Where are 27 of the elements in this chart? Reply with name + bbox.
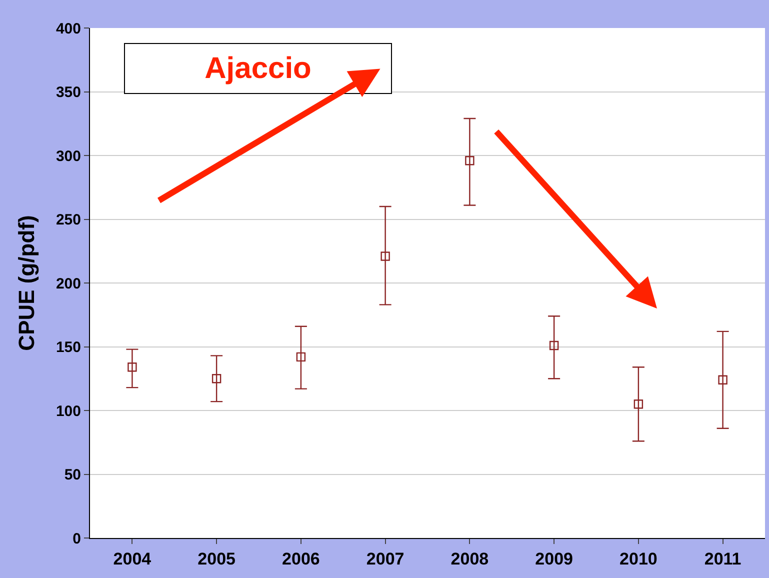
x-tick-label: 2008 [450,549,489,568]
x-tick-label: 2009 [535,549,573,568]
y-tick-label: 200 [56,275,81,292]
point [549,340,559,350]
y-tick-label: 400 [56,20,81,38]
x-tick-label: 2010 [620,549,658,568]
point [634,400,644,409]
x-tick-label: 2007 [366,549,404,568]
y-tick-label: 250 [56,212,81,228]
annotation: Ajaccio [204,52,312,85]
y-tick-label: 100 [56,402,81,420]
point [380,252,390,261]
y-tick-label: 300 [56,148,81,165]
point [718,375,728,384]
point [212,374,222,384]
point [296,352,306,362]
y-tick-label: 50 [64,466,81,484]
x-tick-label: 2005 [198,549,236,568]
x-tick-label: 2004 [113,549,152,568]
y-tick-label: 0 [72,530,81,548]
point [128,362,137,372]
y-axis-title: CPUE (g/pdf) [14,215,39,351]
y-tick-label: 150 [56,339,81,356]
x-tick-label: 2011 [704,549,742,568]
y-tick-label: 350 [56,84,81,101]
x-tick-label: 2006 [282,549,320,568]
point [465,156,474,166]
